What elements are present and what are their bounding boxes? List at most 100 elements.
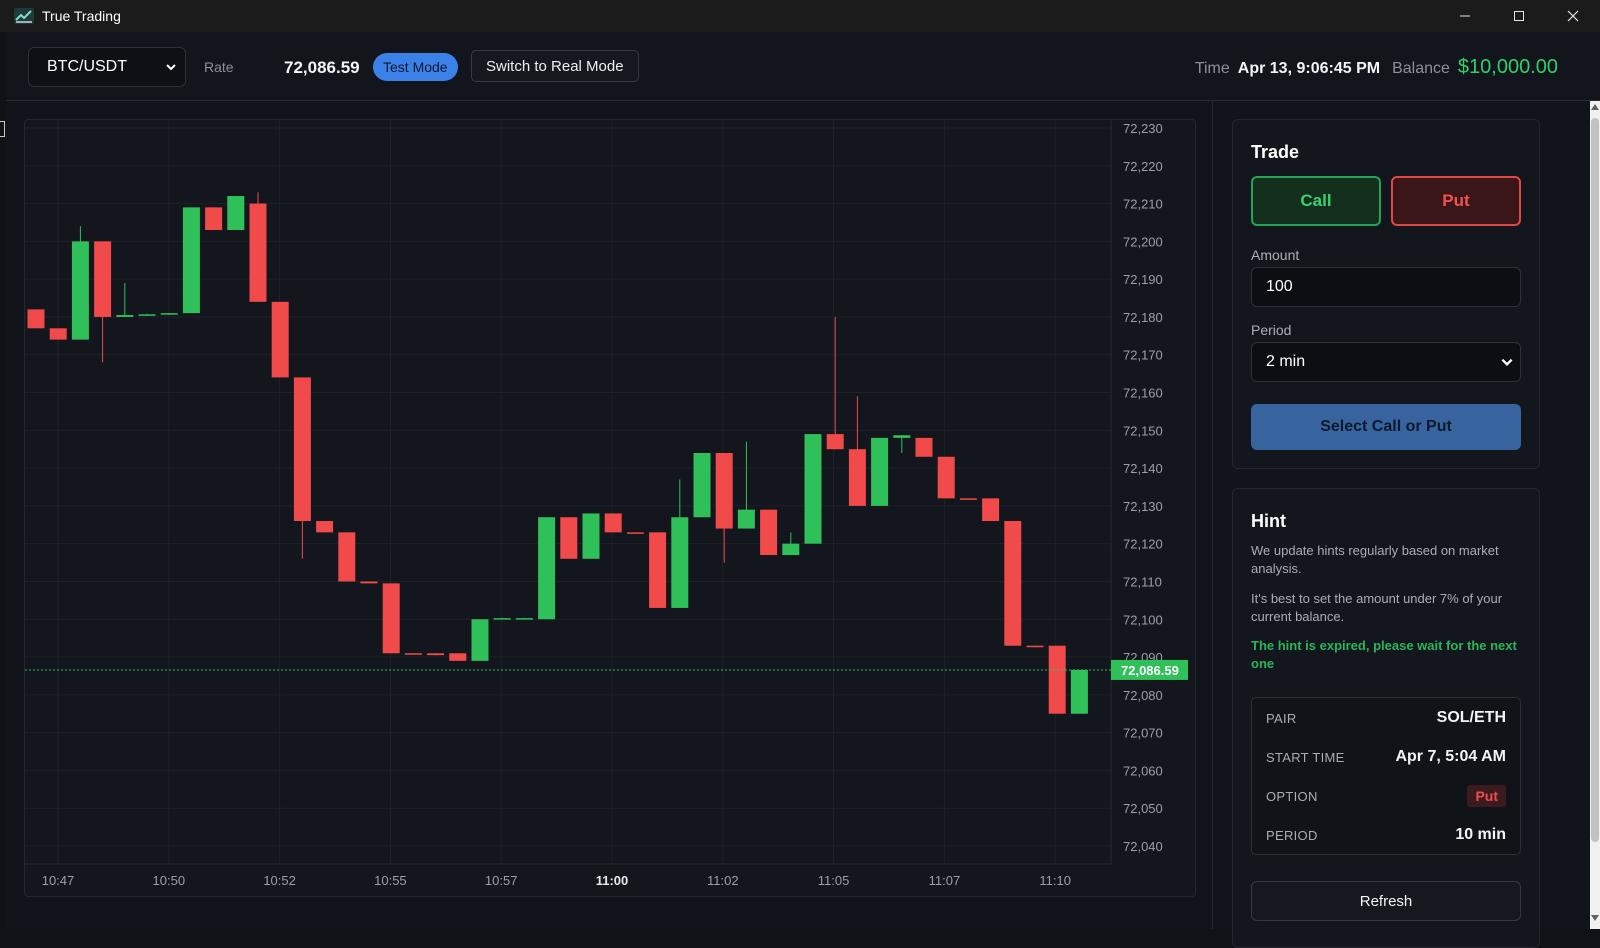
price-tick-label: 72,200 (1123, 234, 1163, 249)
candle-body (649, 532, 667, 608)
candle-body (382, 583, 400, 654)
window-title: True Trading (42, 8, 121, 24)
period-label: Period (1251, 322, 1292, 338)
chevron-down-icon (1501, 358, 1513, 366)
trade-panel: Trade Call Put Amount 100 Period 2 min S… (1232, 119, 1540, 469)
candle-body (249, 203, 267, 302)
time-tick-label: 11:07 (929, 873, 961, 888)
candle-body (27, 309, 45, 329)
candle-body (671, 517, 689, 608)
candle-body (626, 532, 644, 534)
period-select[interactable]: 2 min (1251, 342, 1521, 382)
candle-body (205, 207, 223, 231)
time-tick-label: 11:00 (596, 873, 629, 888)
candle-body (826, 434, 844, 450)
price-tick-label: 72,040 (1123, 839, 1163, 854)
time-tick-label: 10:52 (263, 873, 296, 888)
candle-body (160, 313, 178, 315)
candle-body (116, 315, 134, 317)
price-tick-label: 72,140 (1123, 461, 1163, 476)
time-tick-label: 10:57 (485, 873, 518, 888)
candle-body (227, 196, 245, 231)
hint-row-key: PAIR (1266, 710, 1297, 726)
window-edge-marker (0, 121, 5, 137)
price-tick-label: 72,230 (1123, 121, 1163, 136)
top-bar: BTC/USDT Rate 72,086.59 Test Mode Switch… (6, 32, 1600, 101)
price-tick-label: 72,210 (1123, 197, 1163, 212)
price-chart[interactable]: 72,230 72,220 72,210 72,200 72,190 72,180 72,1… (24, 119, 1196, 897)
switch-mode-button[interactable]: Switch to Real Mode (471, 50, 639, 82)
candle-body (360, 581, 378, 584)
price-tick-label: 72,180 (1123, 310, 1163, 325)
call-button[interactable]: Call (1251, 176, 1381, 226)
candle-body (316, 521, 334, 533)
hint-title: Hint (1251, 511, 1286, 531)
pair-select[interactable]: BTC/USDT (28, 47, 186, 87)
chart-app-icon (14, 8, 34, 24)
scroll-down-icon[interactable] (1590, 912, 1600, 924)
price-tick-label: 72,150 (1123, 423, 1163, 438)
candle-body (293, 377, 311, 522)
hint-panel: Hint We update hints regularly based on … (1232, 488, 1540, 948)
candle-body (893, 435, 911, 438)
option-put-badge: Put (1467, 785, 1506, 807)
chevron-down-icon (166, 64, 176, 71)
refresh-button[interactable]: Refresh (1251, 881, 1521, 921)
candle-body (271, 301, 289, 378)
maximize-icon[interactable] (1492, 0, 1546, 32)
minimize-icon[interactable] (1438, 0, 1492, 32)
hint-row-value: 10 min (1455, 826, 1506, 843)
close-icon[interactable] (1546, 0, 1600, 32)
price-tick-label: 72,060 (1123, 763, 1163, 778)
hint-details: PAIR SOL/ETH START TIME Apr 7, 5:04 AM O… (1251, 697, 1521, 855)
hint-row-value: SOL/ETH (1436, 709, 1506, 726)
price-tick-label: 72,160 (1123, 386, 1163, 401)
scroll-up-icon[interactable] (1590, 101, 1600, 113)
candle-body (1048, 645, 1066, 714)
time-value: Apr 13, 9:06:45 PM (1237, 60, 1381, 77)
price-tick-label: 72,130 (1123, 499, 1163, 514)
candle-body (471, 619, 489, 661)
scrollbar-thumb[interactable] (1591, 118, 1599, 842)
candle-body (138, 314, 156, 316)
amount-input[interactable]: 100 (1251, 267, 1521, 307)
price-tick-label: 72,100 (1123, 612, 1163, 627)
put-button[interactable]: Put (1391, 176, 1521, 226)
time-tick-label: 11:10 (1039, 873, 1071, 888)
time-tick-label: 11:05 (818, 873, 850, 888)
candle-body (515, 618, 533, 620)
candlestick-chart[interactable]: 72,230 72,220 72,210 72,200 72,190 72,180 72,1… (25, 120, 1195, 896)
price-tick-label: 72,050 (1123, 801, 1163, 816)
time-tick-label: 10:47 (42, 873, 75, 888)
test-mode-badge: Test Mode (373, 53, 458, 81)
hint-row-pair: PAIR SOL/ETH (1266, 706, 1506, 730)
hint-row-start-time: START TIME Apr 7, 5:04 AM (1266, 745, 1506, 769)
candle-body (782, 543, 800, 556)
price-tick-label: 72,170 (1123, 348, 1163, 363)
candle-body (715, 452, 733, 529)
rate-value: 72,086.59 (284, 58, 360, 77)
candle-body (871, 437, 889, 506)
select-call-or-put-button[interactable]: Select Call or Put (1251, 404, 1521, 450)
candle-body (737, 509, 755, 529)
candle-body (693, 452, 711, 518)
app-body: BTC/USDT Rate 72,086.59 Test Mode Switch… (6, 32, 1600, 948)
time-balance-group: Time Apr 13, 9:06:45 PM Balance $10,000.… (1195, 56, 1558, 79)
balance-value: $10,000.00 (1457, 56, 1558, 78)
hint-row-period: PERIOD 10 min (1266, 823, 1506, 847)
trade-title: Trade (1251, 142, 1300, 162)
price-tick-label: 72,070 (1123, 726, 1163, 741)
candle-body (493, 618, 511, 620)
candle-body (760, 509, 778, 556)
balance-label: Balance (1392, 60, 1450, 77)
candle-body (404, 653, 422, 655)
period-value: 2 min (1266, 353, 1306, 370)
candle-body (915, 437, 933, 457)
candle-body (848, 449, 866, 506)
hint-expired-message: The hint is expired, please wait for the… (1251, 638, 1517, 671)
candle-body (427, 653, 445, 656)
amount-value: 100 (1266, 278, 1293, 295)
candle-body (937, 456, 955, 499)
candle-body (1004, 521, 1022, 646)
candle-body (959, 498, 977, 500)
